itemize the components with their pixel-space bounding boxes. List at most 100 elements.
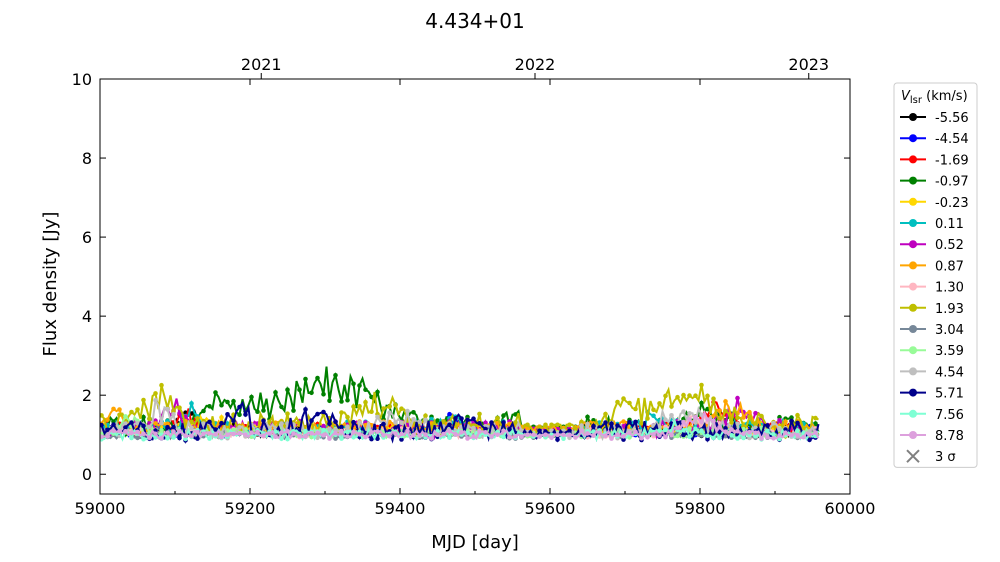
series-point	[177, 435, 182, 441]
series-point	[381, 406, 386, 411]
legend-entry-label: -0.97	[935, 175, 969, 190]
series-point	[339, 410, 344, 415]
series-point	[225, 432, 230, 438]
series-point	[393, 431, 398, 436]
top-year-label: 2023	[788, 55, 829, 74]
series-point	[159, 382, 164, 388]
series-point	[705, 433, 710, 439]
series-point	[321, 427, 326, 433]
series-point	[195, 436, 200, 441]
series-point	[663, 417, 668, 423]
series-point	[675, 433, 680, 439]
series-point	[405, 408, 410, 414]
series-point	[591, 423, 596, 429]
series-point	[627, 430, 632, 436]
series-point	[279, 430, 284, 435]
series-point	[711, 418, 716, 424]
x-axis-label: MJD [day]	[431, 532, 519, 553]
series-point	[339, 436, 344, 441]
series-point	[159, 427, 164, 433]
top-year-label: 2022	[515, 55, 556, 74]
series-point	[351, 404, 356, 409]
series-point	[165, 421, 170, 427]
series-point	[153, 391, 158, 396]
series-point	[567, 428, 572, 434]
series-point	[729, 427, 734, 432]
series-point	[765, 428, 770, 434]
series-point	[531, 432, 536, 438]
series-point	[645, 416, 650, 421]
series-point	[309, 418, 314, 423]
legend-swatch-marker	[909, 197, 917, 206]
series-point	[345, 429, 350, 435]
series-point	[243, 432, 248, 437]
series-point	[585, 414, 590, 420]
series-point	[567, 432, 572, 438]
series-point	[657, 424, 662, 430]
series-point	[231, 398, 236, 404]
series-point	[717, 435, 722, 441]
series-point	[219, 435, 224, 440]
series-point	[213, 432, 218, 437]
series-point	[591, 433, 596, 439]
series-point	[519, 434, 524, 440]
series-point	[657, 433, 662, 438]
series-point	[327, 426, 332, 432]
series-point	[159, 435, 164, 441]
series-point	[393, 402, 398, 408]
series-point	[351, 429, 356, 435]
series-point	[699, 428, 704, 433]
series-point	[369, 409, 374, 415]
series-point	[543, 432, 548, 438]
y-axis-label: Flux density [Jy]	[40, 212, 61, 357]
series-point	[219, 420, 224, 426]
series-point	[717, 408, 722, 414]
legend-swatch-marker	[909, 325, 917, 333]
series-point	[285, 411, 290, 417]
series-point	[603, 433, 608, 439]
series-point	[375, 414, 380, 420]
series-point	[483, 430, 488, 435]
series-point	[603, 411, 608, 417]
series-point	[123, 425, 128, 430]
legend-swatch-marker	[909, 155, 917, 164]
series-point	[699, 382, 704, 388]
series-point	[741, 435, 746, 441]
series-point	[423, 413, 428, 419]
x-tick-label: 60000	[825, 499, 876, 518]
series-point	[291, 408, 296, 413]
series-point	[357, 383, 362, 388]
series-point	[585, 421, 590, 427]
series-point	[351, 419, 356, 425]
series-point	[417, 419, 422, 425]
series-point	[201, 431, 206, 437]
series-point	[111, 422, 116, 427]
series-point	[333, 373, 338, 378]
series-point	[459, 416, 464, 421]
series-point	[297, 387, 302, 393]
x-tick-label: 59800	[675, 499, 726, 518]
series-point	[447, 411, 452, 417]
series-point	[507, 426, 512, 432]
series-point	[303, 407, 308, 412]
y-tick-label: 6	[82, 228, 92, 247]
legend-entry-label: -1.69	[935, 153, 969, 168]
series-point	[225, 412, 230, 417]
series-point	[213, 390, 218, 395]
legend-entry-label: 4.54	[935, 365, 964, 380]
series-point	[693, 426, 698, 432]
series-point	[279, 404, 284, 410]
series-point	[705, 417, 710, 422]
series-point	[651, 413, 656, 419]
series-point	[321, 409, 326, 415]
series-point	[375, 436, 380, 442]
series-point	[117, 407, 122, 412]
series-point	[147, 435, 152, 441]
legend-swatch-marker	[909, 261, 917, 270]
series-point	[579, 428, 584, 434]
series-point	[735, 395, 740, 401]
series-point	[627, 419, 632, 425]
series-point	[117, 412, 122, 418]
series-point	[291, 431, 296, 436]
series-point	[177, 405, 182, 411]
